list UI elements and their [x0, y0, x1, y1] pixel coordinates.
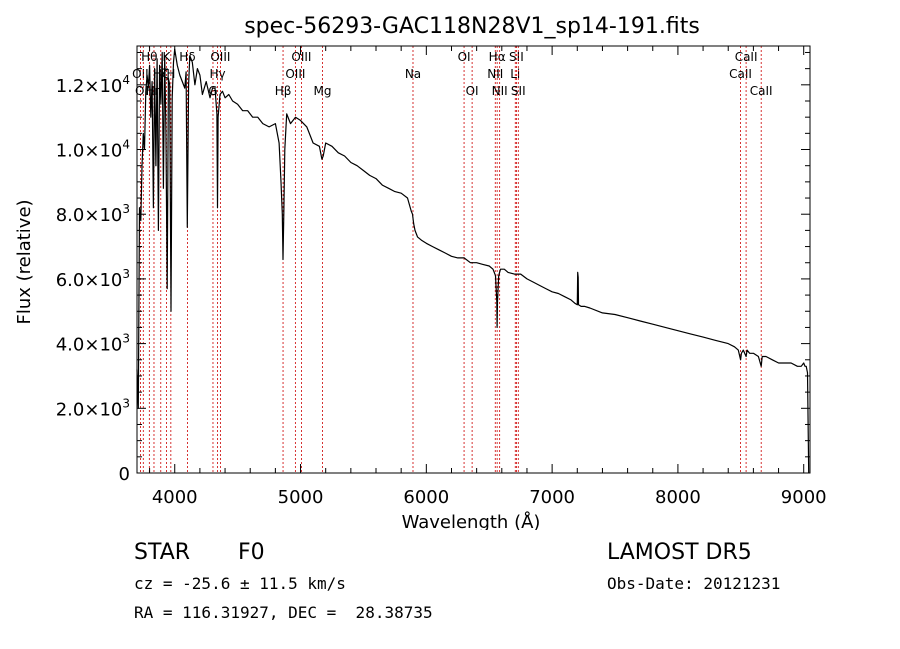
chart-title: spec-56293-GAC118N28V1_sp14-191.fits: [244, 14, 700, 39]
line-label-14: Mg: [314, 84, 332, 98]
x-axis-label: Wavelength (Å): [402, 511, 541, 530]
line-label-18: NII: [487, 67, 503, 81]
y-tick-exponent: 3: [122, 267, 130, 281]
spectral-line-markers: OIIOIIHθHηHζKHHδGHγOIIIHβOIIIOIIIMgNaOIO…: [132, 46, 773, 473]
object-type: STAR: [134, 540, 191, 565]
line-label-26: CaII: [750, 84, 773, 98]
survey-release: LAMOST DR5: [607, 540, 752, 565]
line-label-10: OIII: [210, 50, 230, 64]
y-tick-label-1: 2.0×103: [56, 396, 130, 420]
y-tick-mantissa: 4.0×10: [56, 335, 123, 356]
y-tick-label-0: 0: [119, 464, 130, 485]
line-label-9: Hγ: [209, 67, 225, 81]
y-tick-mantissa: 6.0×10: [56, 270, 123, 291]
y-tick-mantissa: 1.2×10: [56, 76, 123, 97]
line-label-25: CaII: [735, 50, 758, 64]
line-label-6: H: [166, 67, 175, 81]
line-label-17: OI: [466, 84, 479, 98]
x-tick-label-3: 7000: [529, 487, 575, 508]
line-label-12: OIII: [285, 67, 305, 81]
subclass: F0: [238, 540, 265, 565]
y-tick-mantissa: 8.0×10: [56, 205, 123, 226]
line-label-7: Hδ: [179, 50, 195, 64]
observation-date: Obs-Date: 20121231: [607, 574, 781, 593]
line-label-1: OII: [135, 84, 152, 98]
x-axis: 4000 5000 6000 7000 8000 9000: [149, 46, 827, 508]
line-label-8: G: [208, 84, 217, 98]
y-tick-exponent: 3: [122, 396, 130, 410]
y-tick-label-4: 8.0×103: [56, 202, 130, 226]
line-label-23: SII: [511, 84, 526, 98]
redshift-velocity: cz = -25.6 ± 11.5 km/s: [134, 574, 346, 593]
y-tick-label-2: 4.0×103: [56, 332, 130, 356]
line-label-2: Hθ: [141, 50, 157, 64]
line-label-15: Na: [405, 67, 421, 81]
y-tick-mantissa: 1.0×10: [56, 141, 123, 162]
x-tick-label-0: 4000: [152, 487, 198, 508]
y-tick-mantissa: 0: [119, 464, 130, 485]
y-tick-label-5: 1.0×104: [56, 138, 130, 162]
line-label-20: NII: [492, 84, 508, 98]
y-axis-label: Flux (relative): [14, 199, 35, 324]
spectrum-chart: spec-56293-GAC118N28V1_sp14-191.fits OII…: [14, 14, 827, 530]
y-tick-exponent: 3: [122, 332, 130, 346]
x-tick-label-1: 5000: [278, 487, 324, 508]
spectrum-line: [136, 48, 810, 474]
line-label-19: Hα: [489, 50, 506, 64]
x-tick-label-5: 9000: [781, 487, 827, 508]
sky-coordinates: RA = 116.31927, DEC = 28.38735: [134, 603, 433, 622]
y-tick-exponent: 3: [122, 202, 130, 216]
y-tick-exponent: 4: [122, 138, 130, 152]
y-axis: 02.0×1034.0×1036.0×1038.0×1031.0×1041.2×…: [56, 51, 810, 485]
plot-frame: [136, 45, 811, 474]
line-label-21: Li: [510, 67, 520, 81]
line-label-24: CaII: [729, 67, 752, 81]
line-label-16: OI: [458, 50, 471, 64]
line-label-13: OIII: [291, 50, 311, 64]
y-tick-exponent: 4: [122, 73, 130, 87]
y-tick-mantissa: 2.0×10: [56, 399, 123, 420]
y-tick-label-6: 1.2×104: [56, 73, 130, 97]
line-label-0: OII: [132, 67, 149, 81]
line-label-22: SII: [509, 50, 524, 64]
x-tick-label-4: 8000: [655, 487, 701, 508]
line-label-5: K: [162, 50, 171, 64]
x-tick-label-2: 6000: [403, 487, 449, 508]
line-label-11: Hβ: [275, 84, 292, 98]
y-tick-label-3: 6.0×103: [56, 267, 130, 291]
